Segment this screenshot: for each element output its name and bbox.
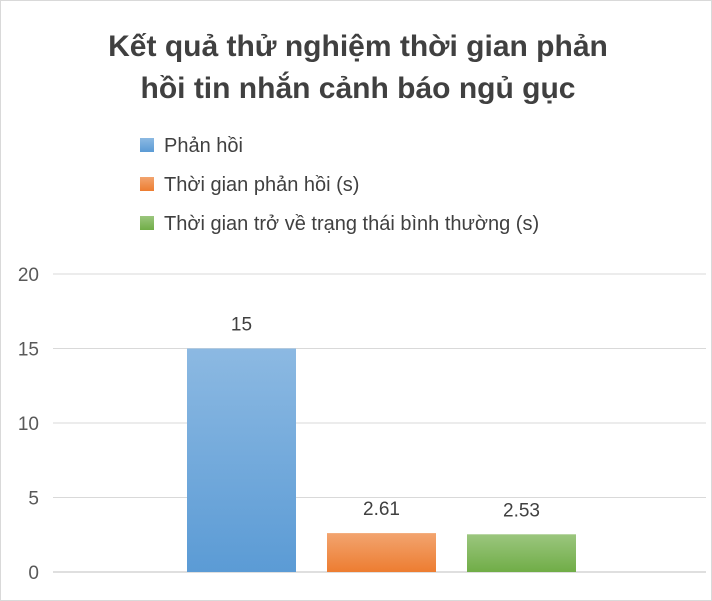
y-tick-label: 10 bbox=[18, 414, 39, 435]
legend-swatch-thoi-gian-phan-hoi-s bbox=[140, 177, 154, 191]
data-labels: 15 2.61 2.53 bbox=[231, 315, 540, 522]
y-tick-label: 15 bbox=[18, 340, 39, 361]
y-tick-label: 20 bbox=[18, 265, 39, 286]
legend-swatch-phan-hoi bbox=[140, 138, 154, 152]
data-label-thoi-gian-tro-ve-trang-thai-binh-thuong-s: 2.53 bbox=[503, 500, 540, 521]
y-axis: 0 5 10 15 20 bbox=[18, 265, 39, 584]
legend: Phản hồi Thời gian phản hồi (s) Thời gian … bbox=[140, 135, 539, 235]
legend-swatch-thoi-gian-tro-ve-trang-thai-binh-thuong-s bbox=[140, 216, 154, 230]
bar-phan-hoi bbox=[187, 348, 296, 572]
gridlines bbox=[53, 273, 706, 573]
chart-title-line-2: hồi tin nhắn cảnh báo ngủ gục bbox=[141, 71, 576, 105]
legend-label-thoi-gian-phan-hoi-s: Thời gian phản hồi (s) bbox=[164, 174, 359, 196]
y-tick-label: 0 bbox=[28, 563, 39, 584]
chart-title-line-1: Kết quả thử nghiệm thời gian phản bbox=[108, 30, 608, 63]
y-tick-label: 5 bbox=[28, 489, 39, 510]
legend-label-phan-hoi: Phản hồi bbox=[164, 135, 243, 157]
legend-label-thoi-gian-tro-ve-trang-thai-binh-thuong-s: Thời gian trở về trạng thái bình thường … bbox=[164, 213, 539, 235]
data-label-phan-hoi: 15 bbox=[231, 315, 252, 336]
bar-thoi-gian-tro-ve-trang-thai-binh-thuong-s bbox=[467, 534, 576, 572]
bar-thoi-gian-phan-hoi-s bbox=[327, 533, 436, 572]
bars bbox=[187, 348, 576, 572]
data-label-thoi-gian-phan-hoi-s: 2.61 bbox=[363, 499, 400, 520]
